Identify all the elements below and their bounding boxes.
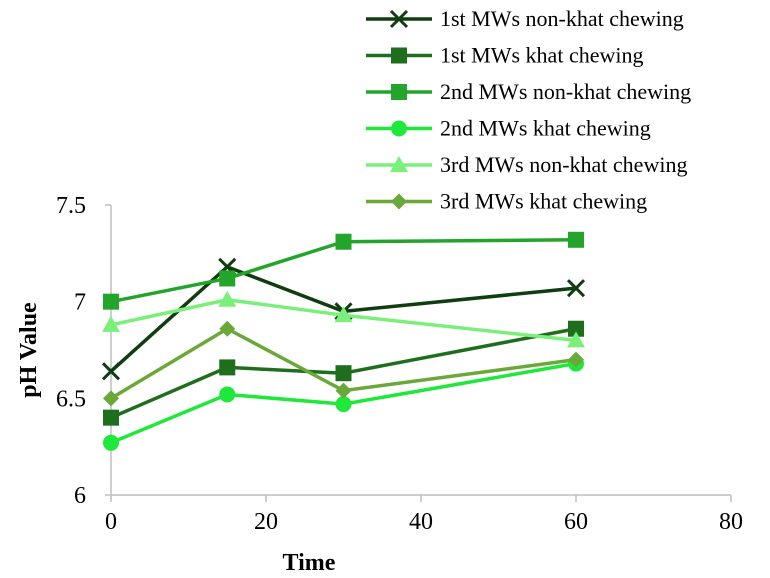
y-axis-title: pH Value <box>16 302 42 398</box>
y-tick-label: 6 <box>74 483 86 509</box>
legend-item: 1st MWs khat chewing <box>366 43 643 68</box>
legend-item: 2nd MWs khat chewing <box>366 116 651 141</box>
legend-label: 2nd MWs khat chewing <box>440 116 651 141</box>
legend-item: 3rd MWs non-khat chewing <box>366 152 687 177</box>
y-ticks: 6 6.5 7 7.5 <box>56 193 111 509</box>
series-3-point <box>219 270 236 287</box>
series-5-point <box>334 306 353 323</box>
series-5-point <box>102 315 120 332</box>
series-1-point-stroke-b <box>101 362 121 381</box>
series-5 <box>102 290 585 348</box>
y-tick-label: 7 <box>74 290 86 316</box>
series-4-point <box>219 386 236 403</box>
x-axis-title: Time <box>283 550 336 576</box>
series-1-point <box>101 362 121 381</box>
series-6-point <box>335 382 352 399</box>
legend-swatch-marker <box>391 120 407 137</box>
series-6 <box>103 320 584 407</box>
legend: 1st MWs non-khat chewing 1st MWs khat che… <box>366 6 691 214</box>
legend-label: 2nd MWs non-khat chewing <box>440 79 691 104</box>
series-4-point <box>103 434 119 451</box>
series-2-point <box>219 359 236 376</box>
legend-swatch-marker <box>390 156 408 172</box>
x-ticks: 0 20 40 60 80 <box>105 495 743 535</box>
series-4-point <box>335 396 352 413</box>
series-5-point <box>218 290 237 307</box>
series-6-point <box>568 351 584 368</box>
series-3-point <box>568 231 584 248</box>
legend-swatch-marker <box>391 84 407 100</box>
legend-swatch-marker <box>391 47 407 64</box>
series-3 <box>103 231 584 310</box>
series-3-point <box>335 233 352 250</box>
y-tick-label: 7.5 <box>56 193 86 219</box>
series-3-point <box>103 293 119 310</box>
series-1-point <box>566 279 586 298</box>
legend-item: 1st MWs non-khat chewing <box>366 6 684 31</box>
legend-label: 1st MWs khat chewing <box>440 43 643 68</box>
series-2-point <box>335 365 352 382</box>
legend-item: 2nd MWs non-khat chewing <box>366 79 691 104</box>
x-tick-label: 20 <box>254 509 278 535</box>
legend-swatch-marker <box>389 9 409 29</box>
x-tick-label: 40 <box>409 509 433 535</box>
series-1-line <box>109 265 577 373</box>
legend-swatch-marker <box>391 193 407 210</box>
legend-label: 3rd MWs khat chewing <box>440 189 647 214</box>
series-2-point <box>568 320 584 337</box>
series-1-point-stroke-b <box>566 279 586 298</box>
legend-label: 3rd MWs non-khat chewing <box>440 152 687 177</box>
series-6-point <box>219 320 236 337</box>
series-3-line <box>110 238 577 304</box>
series-6-point <box>103 390 119 407</box>
legend-label: 1st MWs non-khat chewing <box>440 6 684 31</box>
axes <box>110 205 731 496</box>
x-tick-label: 80 <box>719 509 743 535</box>
y-tick-label: 6.5 <box>56 386 86 412</box>
x-tick-label: 60 <box>564 509 588 535</box>
legend-item: 3rd MWs khat chewing <box>366 189 647 214</box>
series-layer <box>101 231 586 451</box>
series-5-point <box>567 331 585 348</box>
series-2-point <box>103 409 119 426</box>
series-2 <box>103 320 584 426</box>
series-2-line <box>110 327 577 420</box>
legend-swatch-marker-stroke-b <box>389 9 409 29</box>
series-4-line <box>110 361 577 445</box>
series-5-line <box>110 297 577 343</box>
x-tick-label: 0 <box>105 509 117 535</box>
series-6-line <box>110 326 577 400</box>
